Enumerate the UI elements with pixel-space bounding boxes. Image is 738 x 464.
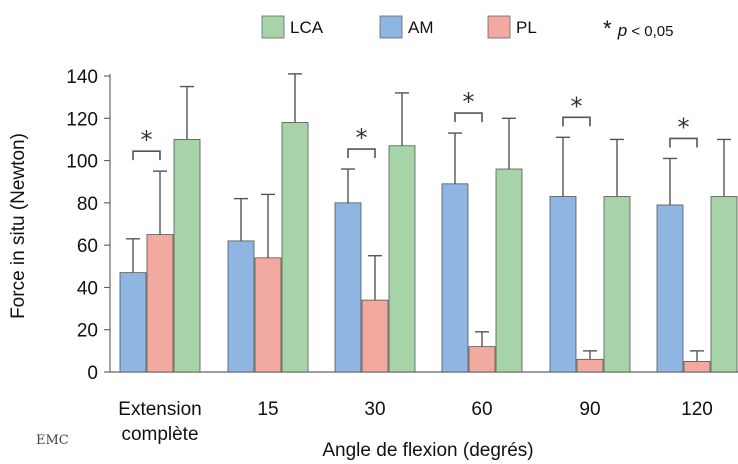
bar-pl bbox=[576, 358, 604, 373]
y-tick-label: 40 bbox=[77, 278, 98, 299]
x-axis-title: Angle de flexion (degrés) bbox=[322, 440, 533, 461]
y-tick-label: 100 bbox=[66, 152, 98, 173]
bar-am bbox=[549, 196, 577, 373]
y-tick-label: 0 bbox=[87, 363, 98, 384]
bar-lca bbox=[281, 122, 309, 373]
bar-am bbox=[227, 240, 255, 373]
bar-lca bbox=[710, 196, 738, 373]
bar-pl bbox=[146, 234, 174, 373]
legend-pl-swatch bbox=[487, 15, 511, 39]
y-tick-label: 120 bbox=[66, 109, 98, 130]
bar-lca bbox=[495, 168, 523, 373]
significance-bracket bbox=[132, 150, 161, 161]
bar-lca bbox=[173, 139, 201, 373]
bar-lca bbox=[603, 196, 631, 373]
significance-bracket bbox=[669, 137, 698, 148]
y-axis-title-group: Force in situ (Newton) bbox=[8, 133, 29, 319]
significance-star: * bbox=[463, 88, 475, 116]
y-axis-title: Force in situ (Newton) bbox=[8, 133, 29, 319]
x-tick-label: 60 bbox=[471, 399, 492, 420]
y-tick-label: 20 bbox=[77, 321, 98, 342]
x-tick-label: 30 bbox=[364, 399, 385, 420]
legend-pl-label: PL bbox=[516, 18, 537, 37]
bar-am bbox=[656, 204, 684, 373]
bar-am bbox=[119, 272, 147, 373]
x-tick-label: Extension complète bbox=[118, 399, 201, 445]
plot-area: 0 20 40 60 80 100 120 140 Extension complète 15 30 6… bbox=[66, 67, 738, 445]
legend-lca-swatch bbox=[261, 15, 285, 39]
legend-am-swatch bbox=[379, 15, 403, 39]
significance-star: * bbox=[141, 126, 153, 154]
significance-star: * bbox=[571, 92, 583, 120]
y-tick-label: 60 bbox=[77, 236, 98, 257]
significance-star: * bbox=[356, 124, 368, 152]
significance-star: * bbox=[678, 113, 690, 141]
legend-significance: * p < 0,05 bbox=[603, 16, 673, 41]
y-tick-label: 80 bbox=[77, 194, 98, 215]
x-tick-label: 15 bbox=[257, 399, 278, 420]
legend-lca-label: LCA bbox=[290, 18, 324, 37]
x-tick-label: 90 bbox=[579, 399, 600, 420]
significance-bracket bbox=[454, 112, 483, 123]
credit-logo: EMC bbox=[36, 433, 69, 448]
bar-am bbox=[441, 183, 469, 373]
legend-am-label: AM bbox=[408, 18, 434, 37]
bar-pl bbox=[468, 346, 496, 373]
chart-legend: LCA AM PL * p < 0,05 bbox=[261, 15, 673, 41]
y-tick-label: 140 bbox=[66, 67, 98, 88]
bar-lca bbox=[388, 145, 416, 373]
bar-pl bbox=[254, 257, 282, 373]
bar-am bbox=[334, 202, 362, 373]
x-tick-label: 120 bbox=[681, 399, 713, 420]
bar-pl bbox=[683, 361, 711, 373]
bar-pl bbox=[361, 299, 389, 373]
significance-bracket bbox=[347, 148, 376, 159]
significance-bracket bbox=[562, 116, 591, 127]
